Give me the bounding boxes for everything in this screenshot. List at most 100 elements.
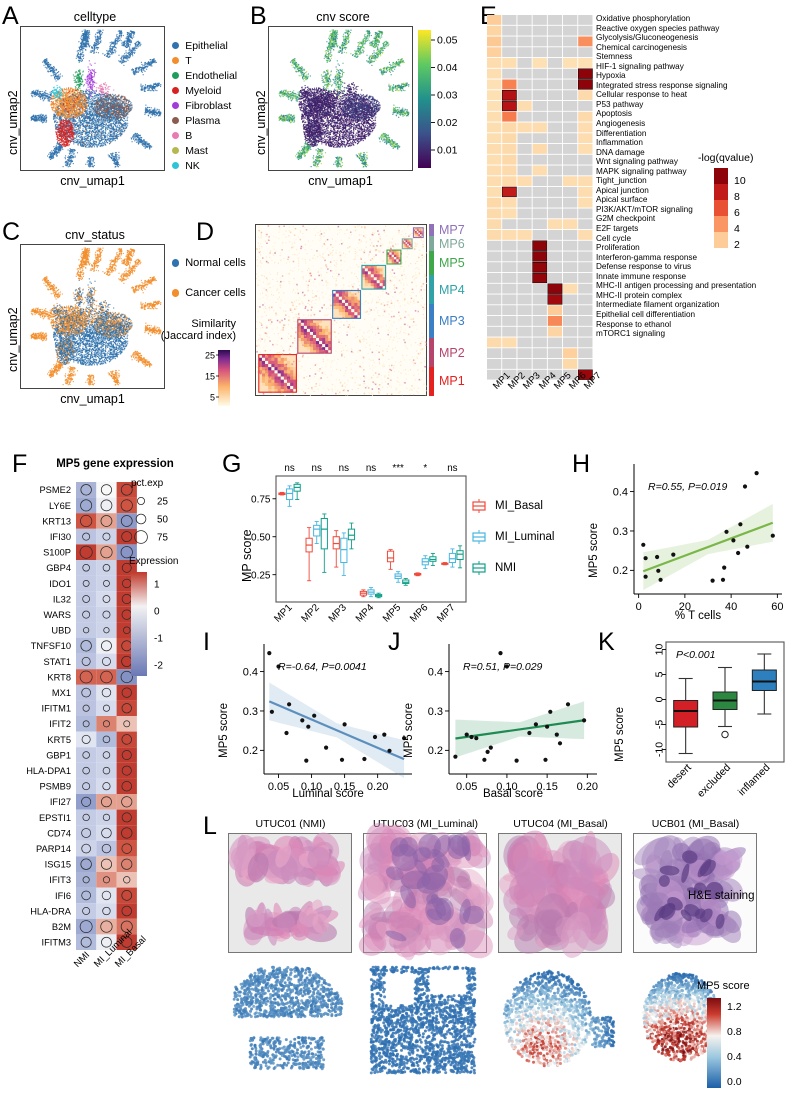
panel-a-plot — [20, 26, 165, 171]
gene-label: HLA-DRA — [30, 906, 72, 916]
y-tick-label: 0.25 — [251, 570, 271, 581]
legend-tick: 10 — [734, 175, 746, 187]
y-tick-label: 0.2 — [243, 745, 258, 757]
significance-label: ns — [312, 463, 322, 474]
colorbar-tick: 0.8 — [727, 1026, 742, 1038]
y-tick-label: -10 — [654, 742, 666, 757]
y-tick-label: 0.2 — [613, 565, 628, 577]
x-tick-label: 0.05 — [268, 781, 289, 793]
legend-label: MI_Basal — [495, 500, 543, 512]
legend-label: Plasma — [185, 115, 220, 127]
panel-e-grid — [487, 15, 593, 380]
he-staining-image — [228, 832, 352, 953]
gene-label: IFI30 — [50, 532, 71, 542]
legend-label: Epithelial — [185, 40, 228, 52]
panel-d-legend-title-2: (Jaccard index) — [158, 330, 236, 342]
heatmap-row-label: Intermediate filament organization — [596, 300, 756, 310]
heatmap-row-label: MAPK signaling pathway — [596, 167, 756, 177]
gene-label: B2M — [52, 922, 71, 932]
sample-title: UCB01 (MI_Basal) — [633, 818, 758, 830]
legend-label: NMI — [495, 562, 516, 574]
module-label: MP5 — [439, 256, 465, 270]
spatial-mp5-map — [363, 961, 485, 1081]
x-tick-label: MP6 — [408, 602, 431, 625]
legend-label: NK — [185, 160, 200, 172]
y-tick-label: 0.4 — [243, 666, 258, 678]
heatmap-row-label: Epithelial cell differentiation — [596, 310, 756, 320]
panel-label-c: C — [2, 218, 20, 247]
expression-legend-tick: 0 — [154, 607, 160, 618]
significance-label: * — [423, 463, 427, 474]
legend-color-dot — [172, 146, 180, 155]
panel-k-boxplot-svg: 10 5 0 -5 -10 desert excluded inflamed P<0.001 — [654, 641, 785, 800]
gene-label: S100P — [43, 548, 71, 558]
he-staining-image — [632, 833, 757, 953]
colorbar-tick: 1.2 — [727, 1001, 742, 1013]
legend-item: T — [172, 53, 237, 68]
panel-d-colorbar-svg: 25 15 5 — [205, 350, 230, 406]
heatmap-row-label: P53 pathway — [596, 100, 756, 110]
gene-label: LY6E — [49, 501, 71, 511]
correlation-annotation: R=-0.64, P=0.0041 — [278, 661, 367, 673]
module-color-bar — [429, 251, 434, 276]
colorbar-tick: 15 — [205, 372, 215, 382]
legend-tick: 4 — [734, 223, 740, 235]
gene-label: PSME2 — [39, 485, 71, 495]
size-legend-tick: 50 — [157, 515, 168, 526]
panel-b-colorbar: 0.05 0.04 0.03 0.02 0.01 — [418, 28, 476, 170]
panel-a-umap — [30, 29, 162, 168]
heatmap-row-label: G2M checkpoint — [596, 214, 756, 224]
heatmap-row-label: Proliferation — [596, 243, 756, 253]
y-tick-label: 0.3 — [243, 706, 258, 718]
heatmap-row-label: mTORC1 signaling — [596, 329, 756, 339]
legend-label: B — [185, 130, 192, 142]
legend-label: T — [185, 55, 191, 67]
panel-c-legend: Normal cells Cancer cells — [172, 248, 246, 308]
panel-a-xlabel: cnv_umap1 — [20, 174, 165, 188]
gene-label: CD74 — [47, 828, 71, 838]
panel-label-h: H — [572, 450, 590, 479]
heatmap-row-label: HIF-1 signaling pathway — [596, 62, 756, 72]
colorbar-tick: 0.05 — [437, 35, 458, 47]
panel-f-title: MP5 gene expression — [40, 458, 190, 470]
sample-title: UTUC01 (NMI) — [228, 818, 353, 830]
panel-c-umap — [30, 247, 162, 386]
gene-label: IFIT2 — [49, 719, 71, 729]
x-tick-label: 0.10 — [301, 781, 322, 793]
panel-l-colorbar-svg: 1.2 0.8 0.4 0.0 — [707, 998, 742, 1088]
panel-f-color-legend-svg: 1 0 -1 -2 — [131, 572, 163, 676]
sample-column: UTUC03 (MI_Luminal) — [357, 818, 494, 1081]
y-tick-label: 0.3 — [428, 706, 443, 718]
legend-item: Endothelial — [172, 68, 237, 83]
heatmap-row-label: Reactive oxygen species pathway — [596, 24, 756, 34]
gene-label: GBP1 — [46, 750, 71, 760]
x-tick-label: MP4 — [354, 602, 377, 625]
module-label: MP7 — [439, 223, 465, 237]
heatmap-row-label: Oxidative phosphorylation — [596, 14, 756, 24]
y-tick-label: 0.4 — [428, 666, 443, 678]
panel-j-scatter-svg: 0.05 0.10 0.15 0.20 0.2 0.3 0.4 R=0.51, P=0.029 — [428, 644, 598, 793]
legend-item: NK — [172, 158, 237, 173]
panel-c-ylabel: cnv_umap2 — [6, 262, 20, 372]
heatmap-row-label: Apical junction — [596, 186, 756, 196]
heatmap-row-label: Angiogenesis — [596, 119, 756, 129]
legend-label: Mast — [185, 145, 208, 157]
panel-c-title: cnv_status — [20, 228, 170, 242]
panel-label-g: G — [222, 450, 241, 479]
significance-label: ns — [447, 463, 457, 474]
gene-label: IFI27 — [50, 797, 71, 807]
panel-l-side-label: H&E staining — [688, 890, 754, 902]
gene-label: IFI6 — [55, 891, 71, 901]
pvalue-annotation: P<0.001 — [676, 649, 715, 661]
heatmap-row-label: Apoptosis — [596, 109, 756, 119]
colorbar-tick: 5 — [210, 393, 215, 403]
panel-b-xlabel: cnv_umap1 — [268, 174, 413, 188]
gene-label: STAT1 — [43, 657, 71, 667]
significance-label: ns — [284, 463, 294, 474]
size-legend-tick: 75 — [157, 533, 168, 544]
heatmap-row-label: Integrated stress response signaling — [596, 81, 756, 91]
panel-c-xlabel: cnv_umap1 — [20, 392, 165, 406]
panel-i-ylabel: MP5 score — [218, 668, 230, 758]
colorbar-tick: 0.01 — [437, 145, 458, 157]
legend-box-icon — [472, 529, 486, 544]
